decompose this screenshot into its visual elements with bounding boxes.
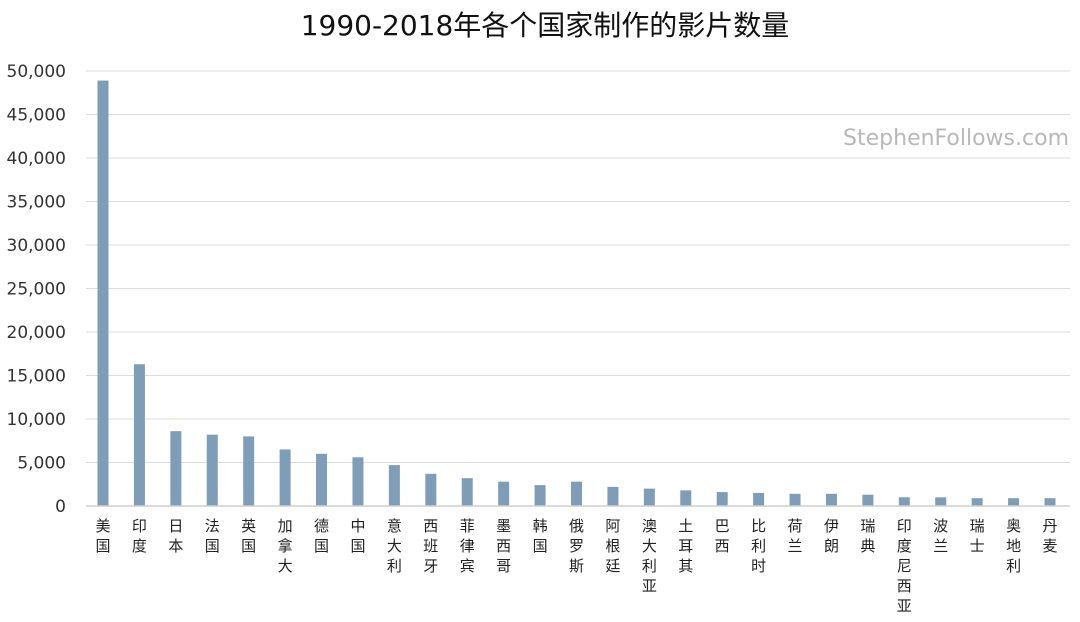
gridlines [86, 70, 1070, 463]
x-tick-label: 墨西哥 [496, 517, 511, 575]
x-tick-label: 意大利 [387, 517, 402, 575]
x-tick-label: 中国 [350, 517, 365, 555]
x-tick-label: 韩国 [533, 517, 548, 555]
bar [461, 478, 473, 506]
bar [643, 488, 655, 506]
y-tick-label: 20,000 [7, 323, 66, 343]
bar [789, 493, 801, 506]
watermark-text: StephenFollows.com [843, 126, 1069, 151]
bar [753, 492, 765, 506]
y-tick-label: 35,000 [7, 193, 66, 213]
bar [1008, 498, 1020, 506]
bar [352, 457, 364, 506]
bar [498, 481, 510, 506]
bar [862, 494, 874, 506]
x-tick-label: 法国 [205, 517, 220, 555]
bar [425, 473, 437, 506]
x-tick-label: 澳大利亚 [642, 517, 657, 595]
bar [825, 493, 837, 506]
y-tick-label: 5,000 [17, 454, 66, 474]
y-tick-label: 45,000 [7, 106, 66, 126]
x-tick-label: 英国 [241, 517, 256, 555]
bar [170, 431, 182, 506]
bar [680, 490, 692, 506]
x-tick-label: 土耳其 [678, 517, 693, 575]
x-tick-label: 印度尼西亚 [897, 517, 912, 615]
x-tick-label: 瑞士 [970, 517, 985, 555]
x-tick-label: 美国 [95, 517, 110, 555]
y-axis-ticks: 0 5,000 10,000 15,000 20,000 25,000 30,000 35,0… [7, 62, 66, 517]
x-tick-label: 巴西 [715, 517, 730, 555]
x-tick-label: 奥地利 [1006, 517, 1021, 575]
x-tick-label: 比利时 [751, 517, 766, 575]
x-tick-label: 菲律宾 [460, 517, 475, 575]
bar [279, 449, 291, 506]
y-tick-label: 0 [55, 497, 66, 517]
bar [97, 80, 109, 506]
y-tick-label: 15,000 [7, 367, 66, 387]
x-tick-label: 俄罗斯 [569, 517, 584, 575]
bar [935, 497, 947, 506]
bar [243, 436, 255, 506]
bar [716, 492, 728, 506]
x-tick-label: 伊朗 [824, 517, 839, 555]
x-tick-label: 日本 [168, 517, 183, 555]
x-tick-label: 印度 [132, 517, 147, 555]
x-tick-label: 丹麦 [1042, 517, 1057, 555]
bar [133, 364, 145, 506]
bar [971, 498, 983, 506]
bar [388, 465, 400, 506]
bar [571, 481, 582, 506]
y-tick-label: 40,000 [7, 149, 66, 169]
x-tick-label: 荷兰 [788, 517, 803, 555]
bars [97, 80, 1056, 506]
x-tick-label: 波兰 [933, 517, 948, 555]
bar [534, 485, 546, 506]
y-tick-label: 30,000 [7, 236, 66, 256]
y-tick-label: 50,000 [7, 62, 66, 82]
x-tick-label: 加拿大 [278, 517, 293, 575]
bar [316, 453, 328, 506]
bar [206, 434, 218, 506]
x-tick-label: 瑞典 [860, 517, 875, 555]
bar [607, 486, 619, 506]
chart-title: 1990-2018年各个国家制作的影片数量 [301, 9, 790, 42]
x-tick-label: 西班牙 [423, 517, 438, 575]
bar [898, 497, 910, 506]
x-tick-label: 德国 [314, 517, 329, 555]
y-tick-label: 10,000 [7, 410, 66, 430]
bar [1044, 498, 1056, 506]
x-tick-label: 阿根廷 [605, 517, 620, 575]
y-tick-label: 25,000 [7, 280, 66, 300]
